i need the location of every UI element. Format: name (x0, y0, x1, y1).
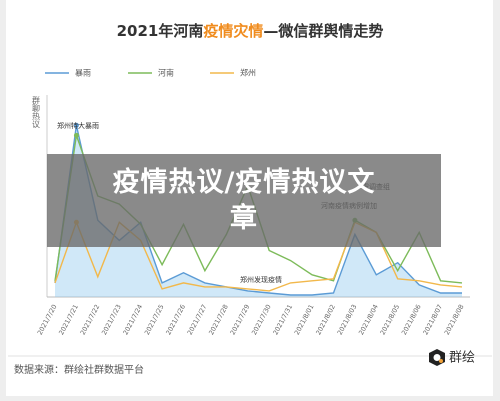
x-tick-label: 2021/7/21 (57, 303, 80, 336)
title-highlight: 疫情灾情 (203, 22, 263, 40)
legend-label: 郑州 (240, 68, 256, 78)
source: 数据来源：群绘社群数据平台 (14, 363, 144, 376)
x-tick-label: 2021/7/30 (250, 303, 273, 336)
x-tick-label: 2021/8/06 (400, 303, 423, 336)
overlay-text: 疫情热议/疫情热议文章 (112, 166, 376, 234)
point-marker (73, 122, 79, 128)
x-tick-label: 2021/7/29 (229, 303, 252, 336)
x-tick-label: 2021/7/20 (36, 303, 59, 336)
overlay-banner: 疫情热议/疫情热议文章 (47, 154, 441, 247)
annotation: 郑州特大暴雨 (57, 121, 99, 130)
x-tick-label: 2021/8/02 (314, 303, 337, 336)
legend-label: 暴雨 (75, 69, 91, 78)
chart-title: 2021年河南疫情灾情—微信群舆情走势 (117, 22, 384, 40)
x-tick-label: 2021/7/26 (164, 303, 187, 336)
logo-icon (429, 349, 445, 366)
title-part: —微信群舆情走势 (263, 22, 383, 40)
x-tick-label: 2021/8/08 (443, 303, 466, 336)
annotation: 郑州发现疫情 (240, 275, 282, 284)
x-tick-label: 2021/7/27 (186, 303, 209, 336)
title-part: 2021年河南 (117, 22, 204, 40)
x-tick-label: 2021/7/24 (121, 303, 144, 336)
x-tick-label: 2021/8/04 (357, 303, 380, 336)
x-tick-label: 2021/7/28 (207, 303, 230, 336)
x-tick-label: 2021/8/07 (421, 303, 444, 336)
x-tick-label: 2021/7/23 (100, 303, 123, 336)
x-tick-label: 2021/7/31 (271, 303, 294, 336)
point-marker (73, 132, 79, 138)
x-tick-label: 2021/8/03 (336, 303, 359, 336)
legend-label: 河南 (158, 68, 174, 78)
x-tick-label: 2021/7/22 (79, 303, 102, 336)
logo-text: 群绘 (449, 351, 475, 366)
series-area (55, 125, 462, 297)
x-tick-label: 2021/7/25 (143, 303, 166, 336)
y-axis-label: 群聊热议 (32, 95, 41, 129)
x-tick-label: 2021/8/01 (293, 303, 316, 336)
x-tick-label: 2021/8/05 (379, 303, 402, 336)
